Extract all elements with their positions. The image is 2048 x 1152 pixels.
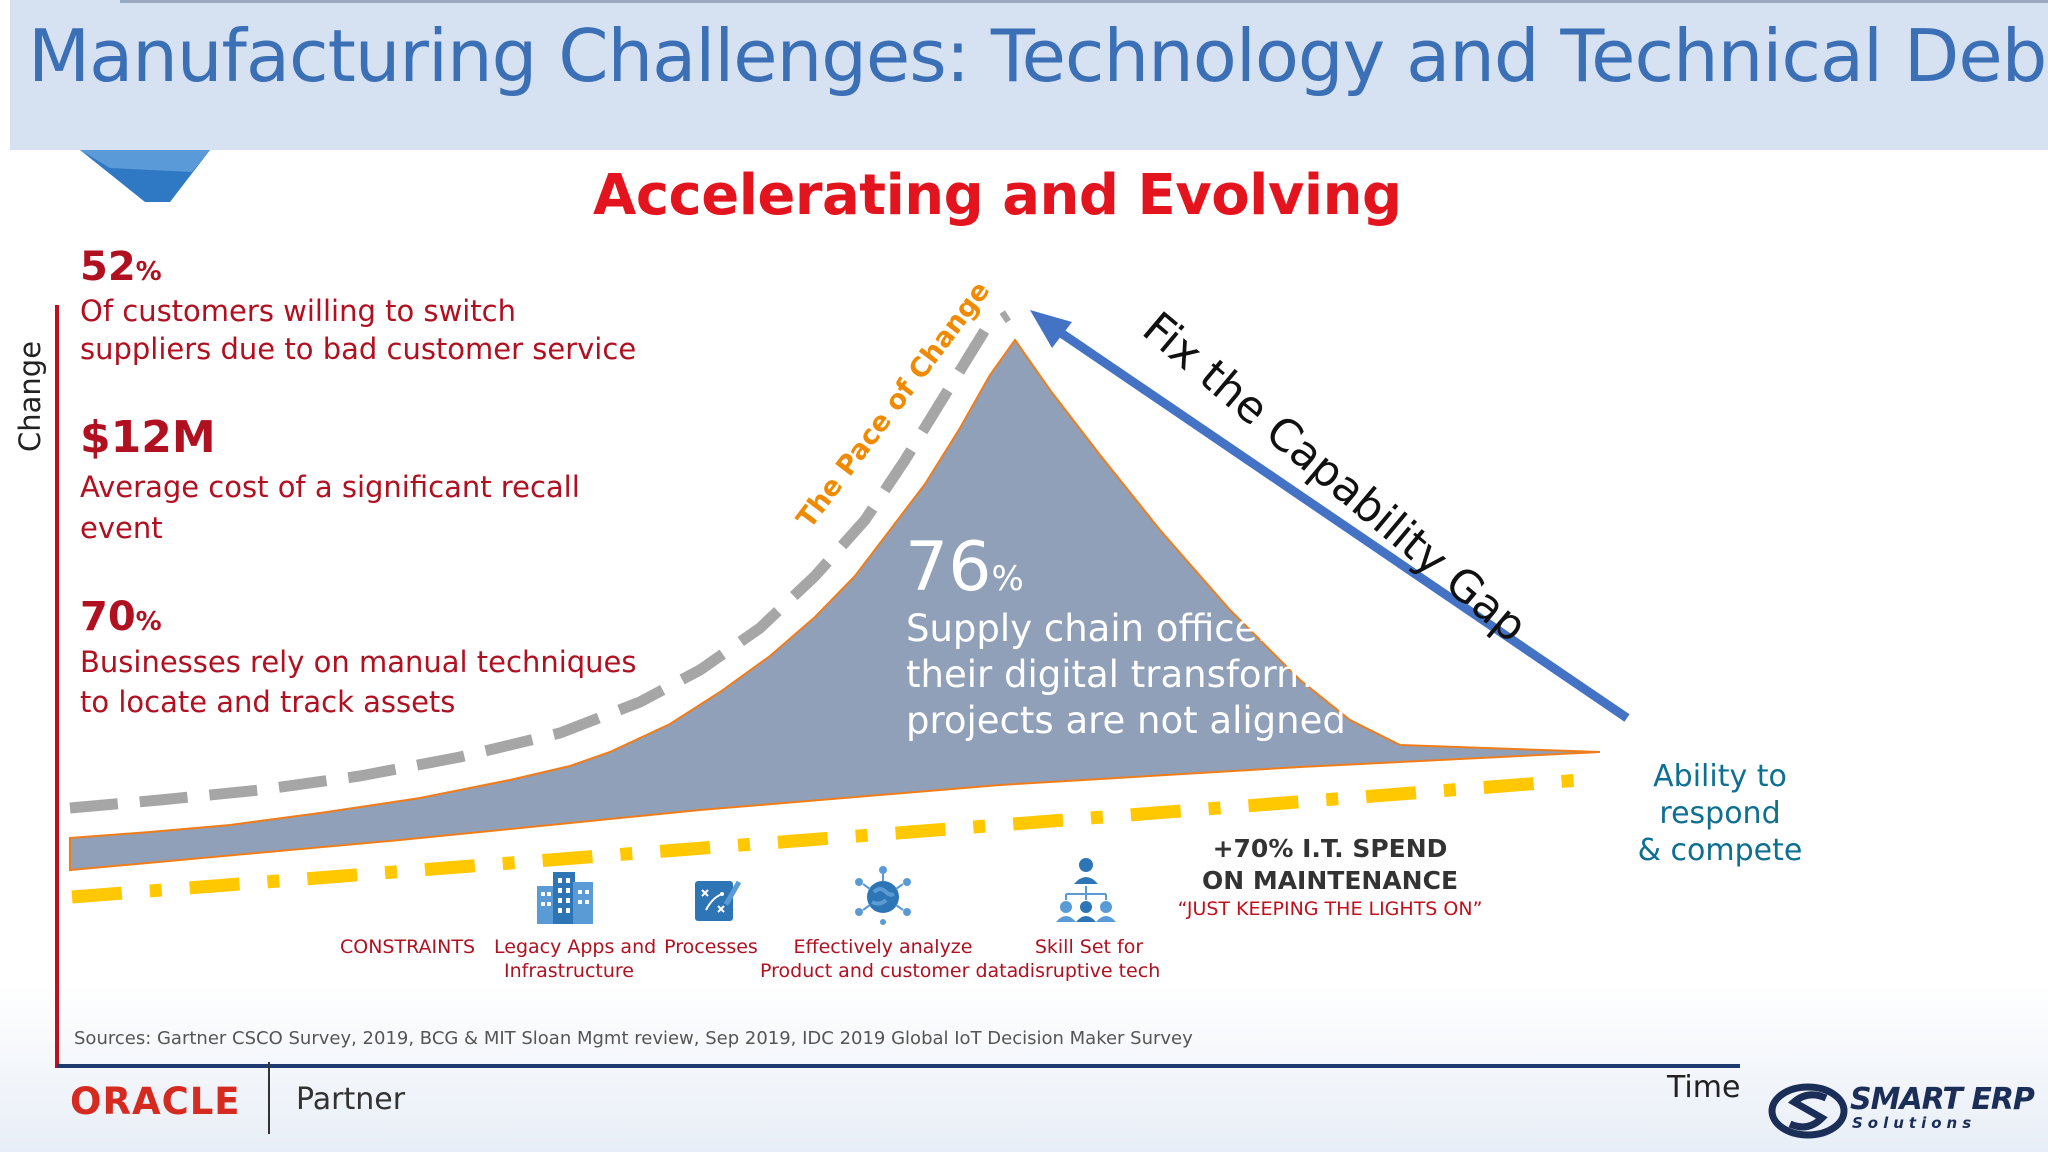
stat-text-line: event [80,511,163,545]
constraints-title: CONSTRAINTS [340,936,476,958]
x-axis-label: Time [1667,1070,1741,1105]
stat-number: 70 [80,594,136,640]
strategy-board-icon [695,880,742,921]
capability-gap-area [69,338,1601,872]
stat-block-3: 70% Businesses rely on manual techniques… [80,594,637,722]
constraint-line: Infrastructure [503,960,634,982]
stat-block-2: $12M Average cost of a significant recal… [80,412,580,549]
center-stat-number: 76 [905,528,992,607]
constraint-line: Product and customer data [760,960,1019,982]
pace-of-change-curve [69,310,1012,814]
spend-line: +70% I.T. SPEND [1212,834,1448,863]
center-stat-line: Supply chain officers say [906,607,1368,650]
constraint-label-processes: Processes [660,935,762,959]
constraint-label-legacy: Legacy Apps and Infrastructure [494,935,657,983]
constraint-line: Skill Set for [1034,936,1144,958]
partner-label: Partner [296,1082,406,1117]
team-hierarchy-icon [1056,858,1116,922]
constraint-line: Effectively analyze [793,936,973,958]
center-stat-line: their digital transformation [906,653,1406,696]
header-divider [120,0,2048,3]
stat-value: $12M [80,412,580,463]
arrow-head-icon [1030,310,1072,348]
center-stat-suffix: % [991,559,1024,599]
stat-text-line: Average cost of a significant recall [80,470,580,504]
globe-network-icon [855,866,911,925]
page-title: Manufacturing Challenges: Technology and… [28,14,2048,98]
ability-line: Ability to respond [1653,759,1787,831]
oracle-logo: ORACLE [70,1080,241,1123]
constraint-line: Processes [664,936,758,958]
stat-suffix: % [135,257,162,287]
center-stat-text: Supply chain officers say their digital … [906,606,1406,744]
smart-erp-logo-icon [1768,1083,1848,1139]
stat-block-1: 52% Of customers willing to switch suppl… [80,244,636,368]
chevron-decoration-icon [80,150,210,202]
building-icon [537,872,593,924]
brand-subtitle: Solutions [1852,1114,1977,1132]
stat-text-line: to locate and track assets [80,685,456,719]
constraint-label-data: Effectively analyze Product and customer… [760,935,1019,983]
stat-text-line: Of customers willing to switch [80,294,517,328]
stat-suffix: % [135,607,162,637]
header-band [10,0,2048,150]
stat-text-line: Businesses rely on manual techniques [80,645,637,679]
footer-divider [268,1062,270,1134]
stat-description: Businesses rely on manual techniques to … [80,642,637,722]
stat-description: Of customers willing to switch suppliers… [80,292,636,368]
stat-value: 52% [80,244,636,290]
constraint-line: disruptive tech [1017,960,1161,982]
stat-text-line: suppliers due to bad customer service [80,332,637,366]
constraint-label-skills: Skill Set for disruptive tech [1016,935,1162,983]
sources-note: Sources: Gartner CSCO Survey, 2019, BCG … [74,1028,1193,1049]
stat-number: 52 [80,244,136,290]
capability-gap-arrow [1039,316,1630,722]
center-stat-value: 76% [905,528,1024,607]
stat-number: $12M [80,412,216,463]
ability-line: & compete [1637,833,1803,868]
constraint-line: Legacy Apps and [494,936,657,958]
ability-baseline [71,773,1581,904]
footer-background [0,985,2048,1152]
spend-quote: “JUST KEEPING THE LIGHTS ON” [1177,898,1483,920]
ability-label: Ability to respond & compete [1600,758,1840,869]
y-axis-label: Change [13,340,47,452]
stat-value: 70% [80,594,637,640]
stat-description: Average cost of a significant recall eve… [80,467,580,549]
it-spend-note: +70% I.T. SPEND ON MAINTENANCE “JUST KEE… [1170,833,1490,921]
brand-name: SMART ERP [1850,1082,2035,1117]
spend-line: ON MAINTENANCE [1201,866,1459,895]
headline: Accelerating and Evolving [593,163,1402,228]
center-stat-line: projects are not aligned [906,699,1346,742]
